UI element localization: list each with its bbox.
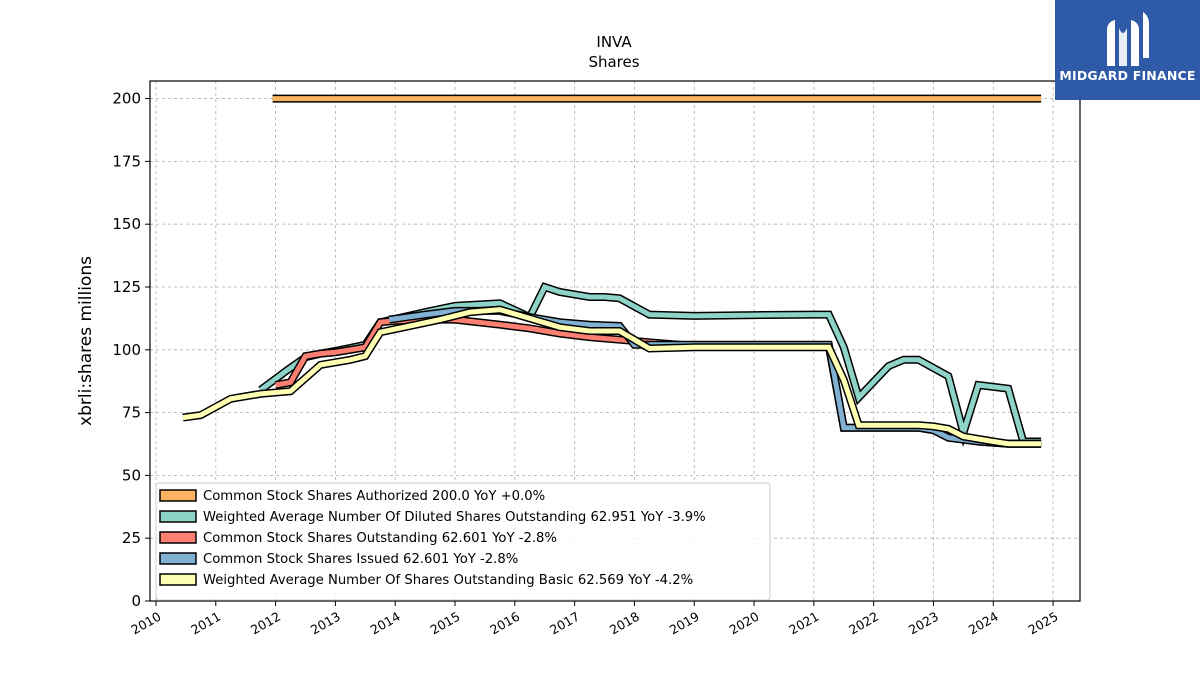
x-tick-label: 2015 (427, 609, 462, 638)
y-tick-label: 125 (112, 278, 141, 296)
legend-label: Common Stock Shares Issued 62.601 YoY -2… (203, 552, 518, 567)
x-tick-label: 2012 (248, 609, 283, 638)
chart-subtitle: Shares (588, 53, 639, 71)
legend-swatch (159, 510, 197, 523)
chart-title: INVA (596, 33, 632, 51)
y-tick-label: 0 (131, 592, 141, 610)
x-tick-label: 2014 (368, 609, 403, 638)
y-tick-label: 75 (122, 404, 141, 422)
legend-swatch (159, 531, 197, 544)
legend-label: Common Stock Shares Authorized 200.0 YoY… (203, 489, 545, 504)
series-line (182, 307, 1042, 447)
y-tick-label: 175 (112, 152, 141, 170)
series-lines (182, 94, 1042, 448)
y-tick-label: 150 (112, 215, 141, 233)
legend-swatch (159, 573, 197, 586)
logo-mark-icon (1107, 12, 1149, 66)
y-tick-label: 25 (122, 529, 141, 547)
x-tick-label: 2017 (547, 609, 582, 638)
x-tick-label: 2025 (1026, 609, 1061, 638)
x-tick-label: 2011 (188, 609, 223, 638)
legend-swatch (159, 489, 197, 502)
series-2 (258, 282, 1042, 448)
brand-logo: MIDGARD FINANCE (1055, 0, 1200, 100)
x-tick-label: 2016 (487, 609, 522, 638)
x-tick-label: 2019 (667, 609, 702, 638)
x-tick-label: 2023 (906, 609, 941, 638)
plot-frame (149, 80, 1081, 602)
y-tick-label: 100 (112, 341, 141, 359)
x-tick-label: 2024 (966, 609, 1001, 638)
series-line (259, 283, 1042, 444)
x-tick-label: 2010 (128, 609, 163, 638)
legend: Common Stock Shares Authorized 200.0 YoY… (155, 482, 771, 601)
x-tick-label: 2018 (607, 609, 642, 638)
x-tick-label: 2022 (846, 609, 881, 638)
legend-swatch (159, 552, 197, 565)
x-tick-label: 2013 (308, 609, 343, 638)
legend-label: Common Stock Shares Outstanding 62.601 Y… (203, 531, 557, 546)
legend-label: Weighted Average Number Of Shares Outsta… (203, 573, 693, 588)
legend-label: Weighted Average Number Of Diluted Share… (203, 510, 706, 525)
y-tick-label: 200 (112, 90, 141, 108)
logo-text: MIDGARD FINANCE (1059, 68, 1196, 83)
x-tick-label: 2020 (727, 609, 762, 638)
series-5 (182, 305, 1042, 448)
legend-box (155, 482, 771, 601)
x-tick-label: 2021 (786, 609, 821, 638)
y-axis-label: xbrli:shares millions (76, 256, 96, 426)
y-tick-label: 50 (122, 466, 141, 484)
